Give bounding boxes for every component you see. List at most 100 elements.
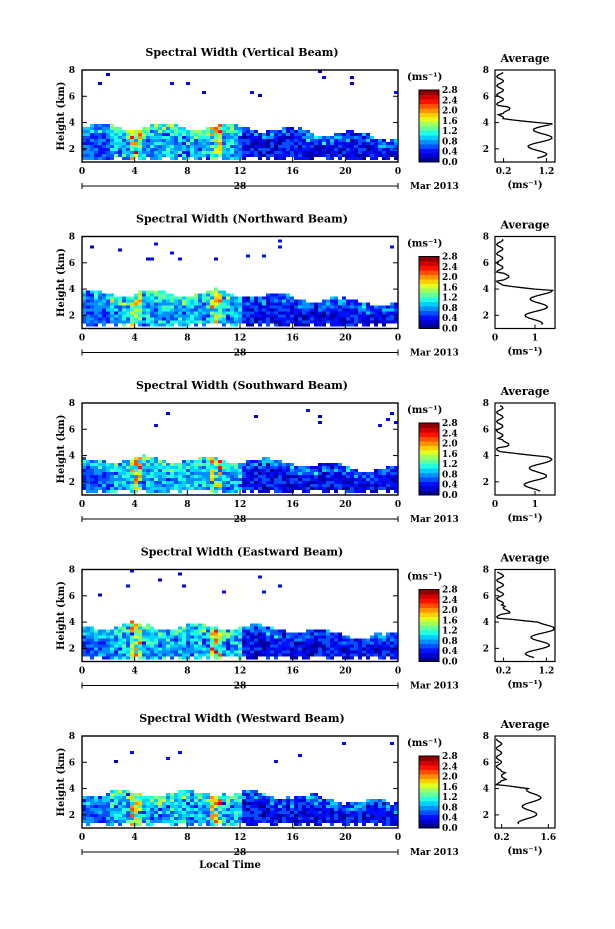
average-x-tick-label: 1.6 bbox=[540, 833, 556, 843]
panel-2: Spectral Width (Northward Beam) Height (k… bbox=[56, 213, 556, 359]
average-y-tick-label: 6 bbox=[483, 758, 489, 768]
average-y-tick-label: 8 bbox=[483, 732, 489, 742]
average-y-tick-label: 4 bbox=[483, 785, 489, 795]
y-tick-label: 2 bbox=[69, 311, 75, 321]
colorbar-cell bbox=[419, 481, 439, 487]
panel-4: Spectral Width (Eastward Beam) Height (km… bbox=[56, 546, 556, 692]
colorbar-cell bbox=[419, 594, 439, 599]
colorbar-tick-label: 0.0 bbox=[442, 491, 458, 501]
colorbar-cell bbox=[419, 283, 439, 289]
x-tick-label: 12 bbox=[234, 667, 247, 677]
colorbar-cell bbox=[419, 270, 439, 275]
colorbar-tick-label: 0.8 bbox=[442, 137, 458, 147]
colorbar-tick-label: 0.4 bbox=[442, 481, 458, 491]
colorbar-tick-label: 1.6 bbox=[442, 783, 458, 793]
colorbar-cell bbox=[419, 823, 439, 829]
y-tick-label: 8 bbox=[69, 732, 75, 742]
panel-1: Spectral Width (Vertical Beam) Height (km… bbox=[56, 46, 556, 192]
colorbar-tick-label: 2.0 bbox=[442, 107, 458, 117]
average-frame bbox=[494, 568, 556, 663]
colorbar-cell bbox=[419, 112, 439, 118]
average-title: Average bbox=[499, 552, 549, 565]
average-x-label: (ms⁻¹) bbox=[507, 180, 542, 191]
colorbar-cell bbox=[419, 319, 439, 325]
average-y-tick-label: 8 bbox=[483, 566, 489, 576]
panel-title: Spectral Width (Northward Beam) bbox=[136, 213, 348, 226]
panel-5: Spectral Width (Westward Beam) Height (km… bbox=[56, 712, 556, 858]
average-x-tick-label: 1 bbox=[532, 500, 538, 510]
colorbar-cell bbox=[419, 139, 439, 145]
average-line bbox=[495, 72, 553, 159]
y-tick-label: 6 bbox=[69, 259, 75, 269]
colorbar-tick-label: 0.8 bbox=[442, 637, 458, 647]
y-axis-label: Height (km) bbox=[56, 581, 67, 650]
colorbar-cell bbox=[419, 117, 439, 122]
y-tick-label: 4 bbox=[69, 785, 75, 795]
average-y-tick-label: 6 bbox=[483, 259, 489, 269]
x-tick-label: 0 bbox=[395, 167, 401, 177]
colorbar-cell bbox=[419, 634, 439, 640]
colorbar-cell bbox=[419, 432, 439, 437]
colorbar-cell bbox=[419, 99, 439, 104]
heatmap bbox=[82, 239, 398, 327]
average-x-label: (ms⁻¹) bbox=[507, 513, 542, 524]
colorbar-tick-label: 0.4 bbox=[442, 814, 458, 824]
colorbar-tick-label: 1.6 bbox=[442, 117, 458, 127]
colorbar-cell bbox=[419, 261, 439, 266]
y-tick-label: 2 bbox=[69, 478, 75, 488]
colorbar-cell bbox=[419, 472, 439, 478]
average-x-tick-label: 1.2 bbox=[539, 667, 555, 677]
average-title: Average bbox=[499, 385, 549, 398]
colorbar: (ms⁻¹) 0.00.40.81.21.62.02.42.8 bbox=[407, 239, 458, 335]
x-tick-label: 20 bbox=[339, 833, 352, 843]
colorbar-tick-label: 1.6 bbox=[442, 283, 458, 293]
y-tick-label: 6 bbox=[69, 92, 75, 102]
colorbar: (ms⁻¹) 0.00.40.81.21.62.02.42.8 bbox=[407, 572, 458, 668]
average-title: Average bbox=[499, 52, 549, 65]
colorbar-cell bbox=[419, 819, 439, 824]
colorbar-tick-label: 2.0 bbox=[442, 773, 458, 783]
average-frame bbox=[494, 402, 556, 496]
average-title: Average bbox=[499, 219, 549, 232]
colorbar-cell bbox=[419, 450, 439, 455]
colorbar-unit: (ms⁻¹) bbox=[407, 72, 442, 83]
colorbar-cell bbox=[419, 279, 439, 284]
x-tick-label: 0 bbox=[79, 500, 85, 510]
average-y-tick-label: 2 bbox=[483, 145, 489, 155]
colorbar-tick-label: 1.2 bbox=[442, 460, 458, 470]
colorbar-cell bbox=[419, 256, 439, 262]
average-y-tick-label: 6 bbox=[483, 92, 489, 102]
date-label: Mar 2013 bbox=[410, 349, 459, 359]
colorbar-tick-label: 0.4 bbox=[442, 647, 458, 657]
x-tick-label: 0 bbox=[79, 833, 85, 843]
day-label: 28 bbox=[234, 848, 247, 858]
colorbar-cell bbox=[419, 324, 439, 329]
colorbar-tick-label: 2.4 bbox=[442, 596, 458, 606]
colorbar-cell bbox=[419, 774, 439, 779]
average-line bbox=[495, 405, 553, 492]
colorbar-cell bbox=[419, 477, 439, 482]
colorbar-frame bbox=[418, 589, 440, 662]
average-profile: Average 2 4 6 8 0 1 (ms⁻¹) bbox=[483, 385, 556, 524]
x-tick-label: 0 bbox=[395, 334, 401, 344]
colorbar-cell bbox=[419, 814, 439, 820]
colorbar-tick-label: 1.6 bbox=[442, 616, 458, 626]
colorbar-tick-label: 2.4 bbox=[442, 263, 458, 273]
colorbar-cell bbox=[419, 94, 439, 100]
colorbar-cell bbox=[419, 103, 439, 109]
x-tick-label: 20 bbox=[339, 667, 352, 677]
colorbar-tick-label: 0.4 bbox=[442, 314, 458, 324]
y-axis-label: Height (km) bbox=[56, 82, 67, 151]
y-tick-label: 4 bbox=[69, 285, 75, 295]
x-tick-label: 8 bbox=[184, 833, 190, 843]
colorbar: (ms⁻¹) 0.00.40.81.21.62.02.42.8 bbox=[407, 738, 458, 834]
colorbar-cell bbox=[419, 598, 439, 604]
colorbar-cell bbox=[419, 603, 439, 608]
colorbar-tick-label: 0.0 bbox=[442, 824, 458, 834]
day-label: 28 bbox=[234, 182, 247, 192]
average-y-tick-label: 4 bbox=[483, 285, 489, 295]
x-tick-label: 8 bbox=[184, 167, 190, 177]
colorbar-cell bbox=[419, 810, 439, 815]
average-profile: Average 2 4 6 8 0 1 (ms⁻¹) bbox=[483, 219, 556, 358]
